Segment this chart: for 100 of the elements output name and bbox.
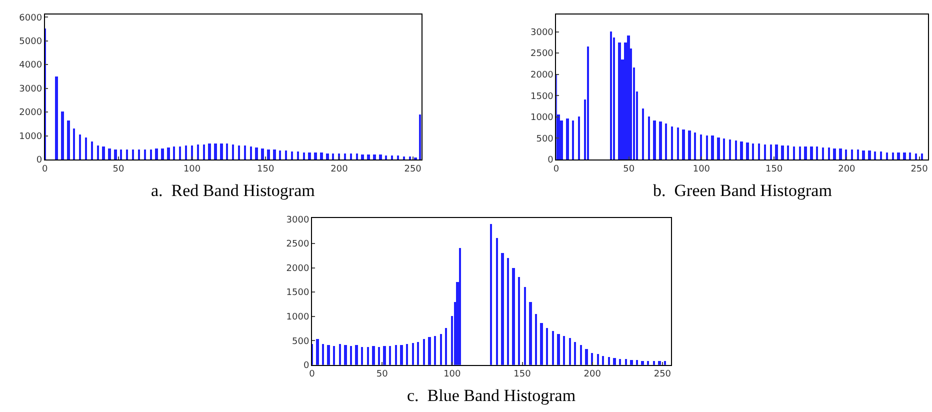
x-tick-label: 50 [376, 370, 388, 380]
bar [799, 146, 802, 160]
bar [302, 152, 305, 160]
x-tick-label: 250 [910, 164, 928, 174]
bar [232, 144, 234, 160]
bar [314, 152, 317, 160]
bar [664, 361, 666, 365]
y-tick-label: 0 [36, 156, 42, 166]
bar [585, 349, 588, 365]
bar [688, 130, 692, 160]
x-tick-label: 50 [623, 164, 635, 174]
bar [746, 142, 750, 160]
y-tick-label: 2000 [286, 264, 310, 274]
bar [138, 150, 140, 160]
bar [166, 148, 170, 160]
bar [758, 144, 760, 160]
bar [339, 344, 341, 365]
bar [677, 128, 680, 160]
bar [372, 346, 375, 365]
bar [296, 152, 299, 160]
y-tick-label: 1000 [530, 113, 554, 124]
bar [402, 156, 405, 160]
x-tick-label: 50 [112, 164, 124, 174]
bar [851, 150, 854, 160]
y-tick-label: 500 [292, 336, 310, 347]
bar [546, 328, 548, 365]
bar [90, 142, 93, 160]
y-tick-label: 0 [303, 361, 310, 372]
bar [344, 345, 347, 365]
bar [618, 42, 622, 160]
bar [78, 134, 81, 160]
bar [752, 144, 754, 160]
bar [226, 144, 228, 160]
bar [524, 287, 526, 365]
bar [608, 357, 610, 365]
x-tick-label: 100 [183, 164, 201, 174]
bar [428, 337, 431, 365]
bar [332, 154, 334, 160]
bar [921, 154, 924, 160]
bar [244, 146, 246, 160]
bar [238, 146, 240, 160]
bar [636, 360, 638, 365]
bar [648, 116, 650, 160]
bar [333, 346, 335, 365]
bar [886, 152, 888, 160]
bar [445, 328, 447, 365]
bar [60, 112, 64, 160]
bar [72, 128, 75, 160]
bar [574, 342, 576, 365]
x-tick-label: 150 [514, 370, 532, 380]
bar [868, 150, 872, 160]
bar [770, 144, 772, 160]
x-tick-label: 200 [838, 164, 856, 174]
bar [897, 152, 900, 160]
text: a. Red Band Histogram [151, 181, 315, 200]
bar [569, 338, 571, 365]
bar [326, 154, 329, 160]
bar [682, 130, 686, 160]
bar [903, 152, 906, 160]
bar [501, 253, 504, 365]
y-tick-label: 4000 [19, 60, 42, 71]
bar [665, 124, 668, 160]
bar [214, 144, 217, 160]
bar [892, 152, 894, 160]
y-tick-label: 2500 [530, 49, 554, 60]
bar [833, 148, 836, 160]
bar [284, 150, 287, 160]
bar [384, 156, 387, 160]
bar [507, 258, 509, 365]
bar [578, 116, 580, 160]
bar [711, 136, 714, 160]
bar [557, 334, 560, 365]
bar [320, 152, 323, 160]
bar [434, 336, 436, 365]
bar [535, 314, 537, 365]
bar [96, 146, 99, 160]
bar [915, 154, 918, 160]
y-tick-label: 3000 [530, 28, 554, 38]
bar [816, 146, 818, 160]
bar [700, 134, 702, 160]
bar [417, 342, 419, 365]
bar [344, 154, 346, 160]
bar [653, 120, 656, 160]
bar [66, 120, 70, 160]
bar [350, 154, 352, 160]
bar [350, 346, 352, 365]
bar [316, 339, 319, 365]
bar [862, 150, 866, 160]
bar [190, 146, 193, 160]
bar [658, 361, 661, 365]
bar [220, 144, 223, 160]
x-tick-label: 100 [444, 370, 462, 380]
bar [160, 148, 164, 160]
y-tick-label: 5000 [19, 37, 42, 47]
bar [423, 339, 425, 365]
bar [735, 140, 738, 160]
bar [355, 345, 358, 365]
text: c. Blue Band Histogram [407, 386, 576, 405]
bar [378, 154, 382, 160]
bar [154, 148, 158, 160]
